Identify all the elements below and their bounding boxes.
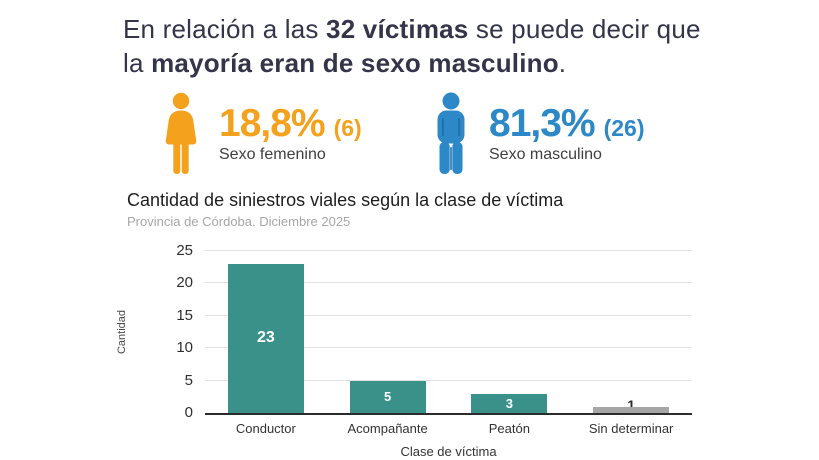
- female-percent-value: 18,8%: [219, 102, 326, 145]
- gridline-15: [205, 314, 692, 316]
- headline-line1-pre: En relación a las: [123, 14, 327, 44]
- x-category-label: Sin determinar: [588, 421, 674, 436]
- y-tick-25: 25: [176, 242, 193, 259]
- bar-value-label: 5: [384, 389, 392, 405]
- y-axis-title: Cantidad: [116, 309, 128, 355]
- bar-value-label: 23: [256, 329, 275, 347]
- x-axis-title: Clase de víctima: [400, 444, 497, 459]
- x-category-label: Conductor: [235, 421, 296, 436]
- bar-acompañante: 5: [349, 380, 426, 413]
- male-person-icon: [437, 92, 465, 174]
- x-category-label: Acompañante: [347, 421, 428, 436]
- male-count-value: (26): [603, 115, 645, 141]
- gridline-25: [205, 250, 692, 251]
- y-tick-5: 5: [184, 371, 193, 389]
- male-percent-value: 81,3%: [489, 102, 596, 145]
- gridline-10: [205, 347, 692, 349]
- y-tick-20: 20: [176, 274, 193, 292]
- bar-value-label: 1: [627, 396, 636, 413]
- stat-female-percent-row: 18,8% (6): [219, 104, 362, 143]
- headline-line1-post: se puede decir que: [468, 14, 701, 44]
- gridline-20: [205, 282, 692, 284]
- x-category-label: Peatón: [488, 421, 530, 436]
- bar-sin-determinar: [593, 406, 670, 413]
- bar-conductor: 23: [227, 263, 304, 413]
- headline-line2-bold: mayoría eran de sexo masculino: [151, 48, 559, 78]
- female-label: Sexo femenino: [219, 146, 326, 163]
- headline: En relación a las 32 víctimas se puede d…: [123, 12, 803, 80]
- headline-line1-bold: 32 víctimas: [326, 14, 469, 44]
- headline-line2: la mayoría eran de sexo masculino.: [123, 46, 803, 80]
- bar-peatón: 3: [471, 393, 548, 413]
- stat-male: 81,3% (26) Sexo masculino: [426, 92, 645, 176]
- bar-chart: Cantidad 23 5 3 1 Clase de víctima 0 5 10 15 20…: [0, 240, 819, 460]
- stat-male-text: 81,3% (26) Sexo masculino: [489, 104, 645, 164]
- female-person-icon: [165, 92, 197, 174]
- stat-male-percent-row: 81,3% (26): [489, 104, 645, 143]
- headline-line2-post: .: [558, 48, 567, 78]
- stat-female-text: 18,8% (6) Sexo femenino: [219, 104, 362, 164]
- y-tick-15: 15: [176, 306, 193, 324]
- chart-title: Cantidad de siniestros viales según la c…: [127, 190, 564, 210]
- bar-value-label: 3: [505, 395, 513, 411]
- headline-line1: En relación a las 32 víctimas se puede d…: [123, 12, 803, 46]
- gridline-5: [205, 379, 692, 381]
- y-tick-0: 0: [184, 404, 193, 421]
- chart-subtitle: Provincia de Córdoba. Diciembre 2025: [127, 214, 351, 229]
- plot-area: 23 5 3 1: [205, 250, 692, 415]
- y-tick-10: 10: [176, 339, 193, 357]
- male-label: Sexo masculino: [489, 146, 602, 163]
- headline-line2-pre: la: [123, 48, 152, 78]
- female-count-value: (6): [333, 115, 362, 141]
- stat-female: 18,8% (6) Sexo femenino: [156, 92, 362, 176]
